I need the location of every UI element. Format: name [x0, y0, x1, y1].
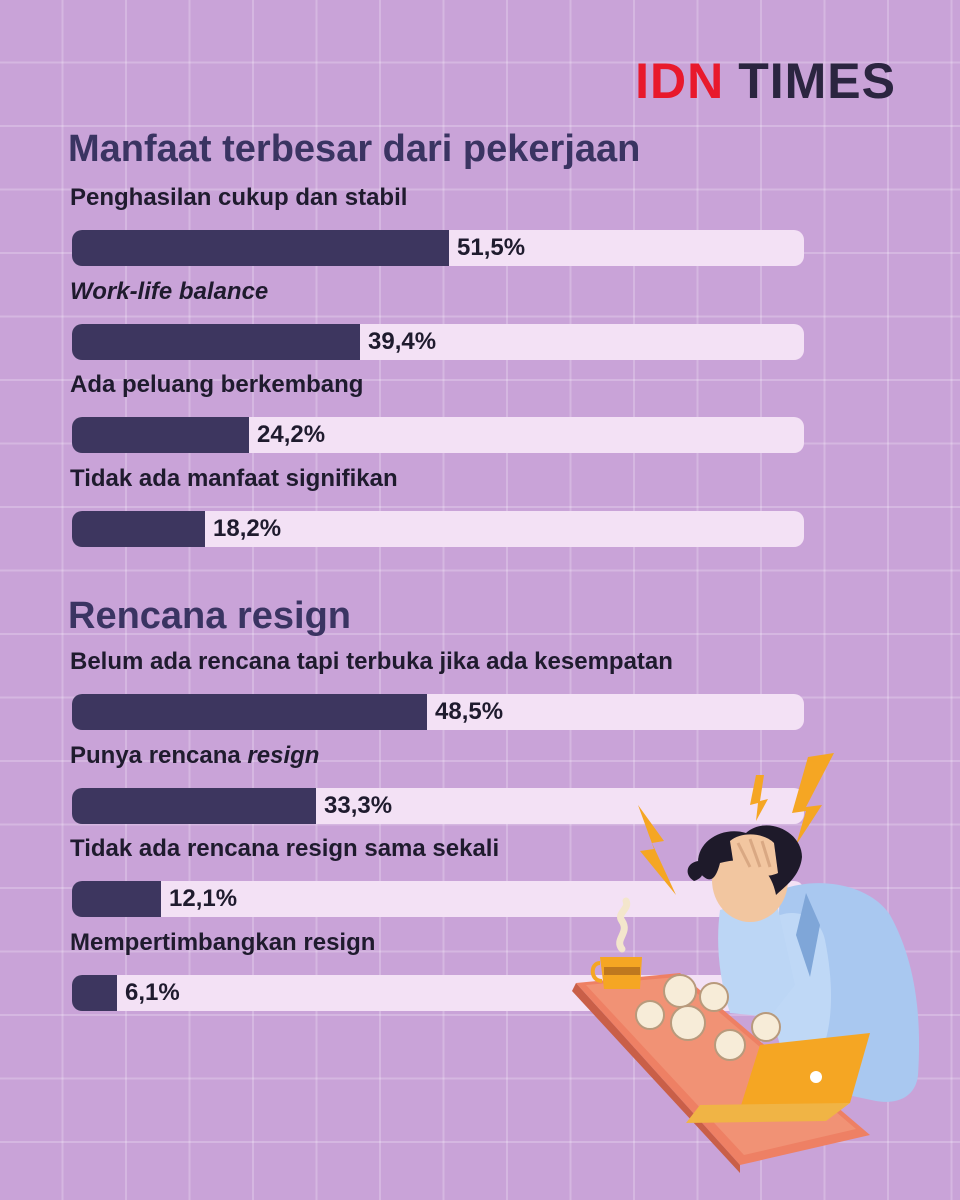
logo-idn: IDN	[635, 53, 725, 109]
bar-track: 33,3%	[72, 787, 804, 824]
bar-label: Punya rencana resign	[70, 741, 320, 769]
bar-value-label: 39,4%	[368, 327, 437, 355]
bar-track: 24,2%	[72, 417, 804, 453]
bar-label: Belum ada rencana tapi terbuka jika ada …	[70, 648, 673, 675]
bar-value-label: 24,2%	[257, 421, 326, 448]
bar-value-label: 33,3%	[324, 791, 393, 819]
chart-title-resign: Rencana resign	[68, 595, 351, 637]
bar-fill	[72, 694, 427, 730]
bar-fill	[72, 323, 360, 360]
bar-track: 18,2%	[72, 510, 804, 547]
bar-label: Ada peluang berkembang	[70, 371, 364, 398]
bar-fill	[72, 974, 117, 1011]
stressed-worker-at-desk-icon	[572, 753, 920, 1173]
bar-track: 48,5%	[72, 694, 804, 730]
logo-times: TIMES	[738, 53, 896, 109]
bar-fill	[72, 230, 449, 266]
bar-track: 39,4%	[72, 323, 804, 360]
bar-label: Work-life balance	[70, 277, 269, 305]
bar-label: Tidak ada rencana resign sama sekali	[70, 835, 500, 862]
bar-value-label: 6,1%	[125, 978, 180, 1006]
bar-fill	[72, 510, 205, 547]
bar-value-label: 12,1%	[169, 885, 238, 912]
bar-value-label: 18,2%	[213, 514, 282, 542]
bar-track: 51,5%	[72, 230, 804, 266]
chart-title-benefits: Manfaat terbesar dari pekerjaan	[68, 128, 641, 170]
bar-value-label: 51,5%	[457, 234, 526, 261]
bar-fill	[72, 881, 161, 917]
bar-label: Tidak ada manfaat signifikan	[70, 464, 398, 492]
bar-fill	[72, 417, 249, 453]
bar-label: Mempertimbangkan resign	[70, 928, 376, 956]
idn-times-logo: IDN TIMES	[635, 56, 896, 106]
bar-label: Penghasilan cukup dan stabil	[70, 184, 408, 211]
bar-track: 12,1%	[72, 881, 804, 917]
bar-value-label: 48,5%	[435, 698, 504, 725]
bar-fill	[72, 787, 316, 824]
